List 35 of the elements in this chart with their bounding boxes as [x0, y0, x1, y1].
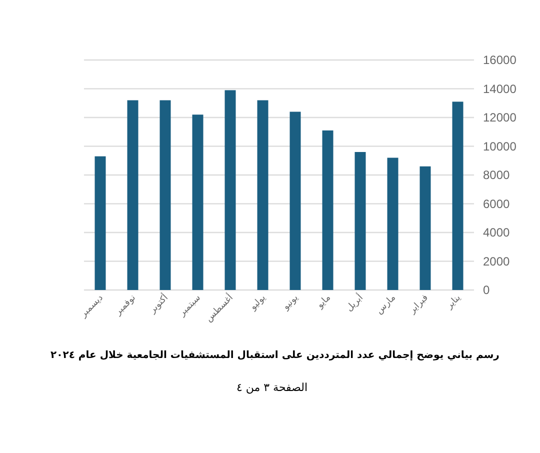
- y-tick-label: 16000: [483, 53, 517, 67]
- bar: [420, 166, 431, 290]
- text: الصفحة ٣ من ٤: [236, 381, 308, 394]
- y-tick-label: 2000: [483, 254, 510, 268]
- bar: [354, 152, 366, 290]
- bar: [160, 100, 171, 290]
- x-tick-label: فبراير: [407, 293, 430, 316]
- x-tick-label: مارس: [374, 292, 398, 316]
- x-tick-label: نوفمبر: [112, 293, 138, 318]
- bar: [257, 100, 268, 290]
- y-tick-label: 10000: [483, 139, 517, 154]
- x-tick-label: أبريل: [343, 292, 366, 314]
- bar: [322, 130, 334, 290]
- bar: [387, 158, 398, 290]
- y-tick-label: 4000: [483, 226, 510, 240]
- x-tick-label: مايو: [314, 292, 333, 312]
- bar: [290, 112, 301, 290]
- y-tick-label: 6000: [483, 196, 510, 211]
- x-tick-label: أكتوبر: [146, 292, 170, 316]
- x-tick-label: يناير: [444, 292, 464, 312]
- x-tick-label: يونيو: [280, 292, 301, 313]
- bar: [224, 90, 236, 290]
- y-tick-label: 14000: [483, 82, 517, 96]
- bar: [192, 114, 204, 290]
- text: رسم بياني يوضح إجمالي عدد المترددين على استقبال المستشفيات الجامعية خلال عام ٢٠٢٤: [50, 350, 500, 361]
- y-tick-label: 12000: [483, 110, 517, 124]
- x-tick-label: سبتمبر: [176, 293, 203, 320]
- x-tick-label: ديسمبر: [78, 293, 106, 320]
- bar: [127, 100, 138, 290]
- y-tick-label: 8000: [483, 168, 510, 182]
- x-tick-label: يوليو: [248, 292, 268, 314]
- x-tick-label: أغسطس: [202, 292, 236, 324]
- bar: [94, 156, 106, 290]
- y-tick-label: 0: [483, 283, 490, 297]
- bar: [452, 102, 464, 290]
